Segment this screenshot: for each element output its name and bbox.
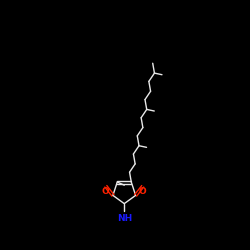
Text: O: O <box>139 187 146 196</box>
Text: NH: NH <box>117 214 132 223</box>
Text: O: O <box>102 187 110 196</box>
